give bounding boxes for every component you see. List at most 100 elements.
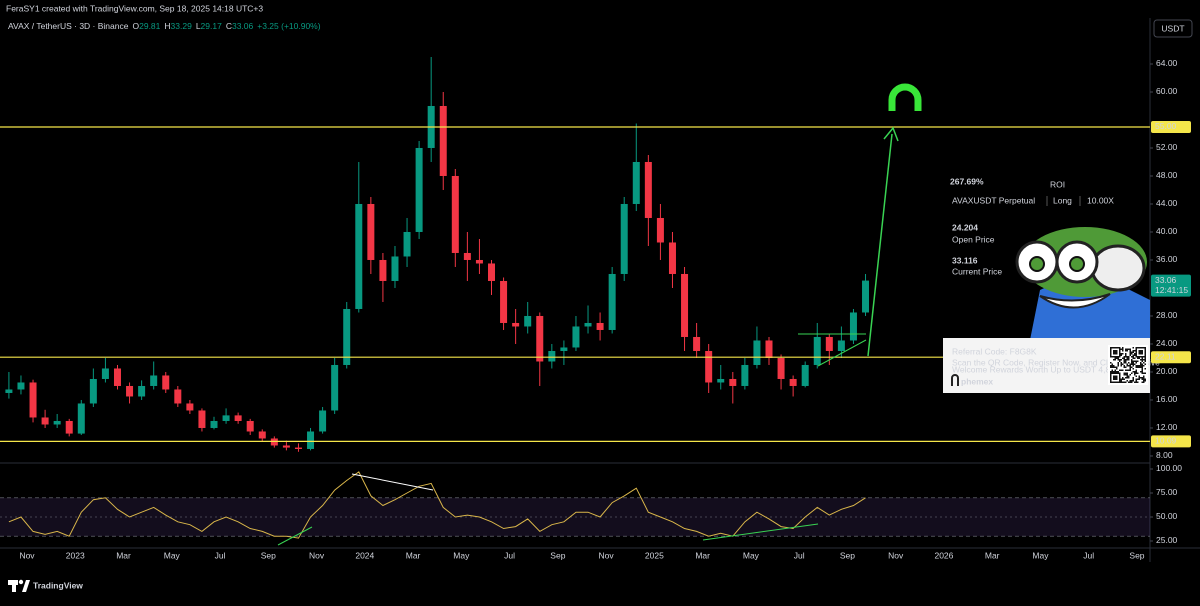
candle-body [512,322,520,327]
level-tag [1151,120,1191,133]
x-tick-label: May [164,550,181,560]
qr-cell [1143,362,1145,364]
qr-cell [1123,365,1125,367]
qr-cell [1126,350,1128,352]
qr-cell [1143,359,1145,361]
qr-cell [1138,365,1140,367]
level-label: 22.11 [1155,351,1176,361]
candle-body [282,445,290,448]
qr-cell [1120,380,1122,382]
qr-cell [1141,381,1143,383]
rsi-line [8,471,866,539]
qr-cell [1134,360,1136,362]
qr-cell [1122,348,1124,350]
candle-body [415,147,423,232]
legend-key: H [164,21,170,31]
qr-cell [1144,360,1146,362]
candle-body [101,368,109,379]
legend-key: L [196,21,201,31]
candle-body [367,203,375,260]
qr-cell [1123,372,1125,374]
mascot-mouth [1039,293,1111,309]
qr-cell [1123,357,1125,359]
qr-cell [1126,365,1128,367]
qr-cell [1129,374,1131,376]
x-tick-label: Mar [116,550,131,560]
fine-print: Welcome Rewards Worth Up to USDT 4,800! [952,364,1122,374]
qr-cell [1128,359,1130,361]
currency-button[interactable] [1153,19,1193,38]
qr-cell [1123,360,1125,362]
qr-cell [1131,366,1133,368]
qr-cell [1135,369,1137,371]
candle-body [608,273,616,330]
qr-cell [1125,353,1127,355]
qr-cell [1134,350,1136,352]
qr-cell [1111,369,1113,371]
qr-cell [1132,363,1134,365]
qr-cell [1120,354,1122,356]
qr-cell [1141,359,1143,361]
candle-body [524,315,532,327]
candle-body [837,340,845,351]
qr-cell [1144,359,1146,361]
qr-cell [1125,360,1127,362]
candle-body [234,415,242,421]
qr-cell [1135,378,1137,380]
qr-cell [1137,381,1139,383]
y-tick-label: 40.00 [1156,226,1178,236]
candle-body [210,420,218,428]
qr-cell [1111,366,1113,368]
qr-cell [1143,378,1145,380]
qr-cell [1116,371,1118,373]
candle-body [343,308,351,365]
legend-value: 33.06 [232,21,254,31]
current-price-label: Current Price [952,266,1002,276]
qr-cell [1126,357,1128,359]
qr-cell [1129,363,1131,365]
qr-cell [1128,348,1130,350]
qr-cell [1126,359,1128,361]
qr-cell [1132,378,1134,380]
y-tick-label: 8.00 [1156,450,1173,460]
y-tick-label: 64.00 [1156,58,1178,68]
qr-cell [1144,357,1146,359]
symbol: AVAX / TetherUS · 3D · Binance [8,21,129,31]
qr-cell [1128,369,1130,371]
qr-cell [1126,363,1128,365]
qr-cell [1140,371,1142,373]
qr-cell [1134,372,1136,374]
qr-cell [1128,375,1130,377]
qr-finder [1110,347,1121,358]
qr-cell [1141,363,1143,365]
candle-body [753,340,761,365]
qr-cell [1138,377,1140,379]
qr-code [1108,345,1148,385]
y-tick-label: 100.00 [1156,463,1182,473]
candle-body [777,357,785,379]
qr-cell [1137,365,1139,367]
qr-cell [1120,353,1122,355]
currency[interactable]: USDT [1161,23,1184,33]
divergence-line [351,473,434,491]
qr-cell [1125,374,1127,376]
open-price-label: Open Price [952,234,995,244]
candle-body [717,378,725,383]
candle-body [17,382,25,390]
qr-cell [1128,377,1130,379]
qr-cell [1135,371,1137,373]
qr-cell [1125,354,1127,356]
roi-unit: ROI [1050,179,1065,189]
qr-cell [1122,353,1124,355]
candle-body [656,217,664,243]
candle-body [198,410,206,428]
qr-cell [1132,351,1134,353]
qr-cell [1116,368,1118,370]
referral-code: Referral Code: F8G8K [952,346,1037,356]
qr-cell [1129,348,1131,350]
qr-cell [1143,381,1145,383]
candle-body [162,375,170,390]
qr-cell [1143,365,1145,367]
